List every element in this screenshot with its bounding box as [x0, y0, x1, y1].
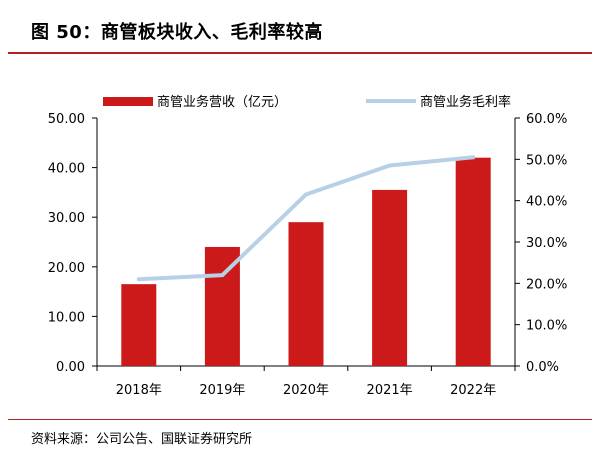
source-divider	[8, 419, 592, 420]
axes: 0.00 10.00 20.00 30.00 40.00 50.00 0.0% 10.0% 20…	[48, 112, 568, 375]
margin-point	[304, 192, 308, 197]
right-axis-tick-label: 30.0%	[526, 236, 567, 251]
source-note: 资料来源：公司公告、国联证券研究所	[31, 432, 253, 447]
category-label: 2022年	[450, 383, 496, 398]
category-labels: 2018年 2019年 2020年 2021年 2022年	[116, 383, 496, 398]
left-axis-tick-label: 50.00	[48, 112, 85, 127]
legend-bar-label: 商管业务营收（亿元）	[157, 94, 287, 110]
right-axis-tick-label: 10.0%	[526, 319, 567, 334]
bar	[121, 284, 157, 366]
category-label: 2018年	[116, 383, 162, 398]
right-axis-tick-label: 60.0%	[526, 112, 567, 127]
right-axis-tick-label: 40.0%	[526, 195, 567, 210]
category-label: 2019年	[199, 383, 245, 398]
legend: 商管业务营收（亿元） 商管业务毛利率	[103, 94, 511, 110]
category-label: 2020年	[283, 383, 329, 398]
legend-line-label: 商管业务毛利率	[420, 94, 511, 110]
margin-point	[471, 155, 476, 160]
left-axis-tick-label: 10.00	[48, 310, 85, 325]
margin-point	[387, 163, 392, 168]
left-axis-tick-label: 40.00	[48, 162, 85, 177]
left-axis-tick-label: 30.00	[48, 211, 85, 226]
bar	[372, 189, 408, 366]
right-axis-tick-label: 20.0%	[526, 277, 567, 292]
bar	[204, 246, 240, 366]
line-series	[136, 155, 476, 282]
bar	[455, 157, 491, 366]
bar-series	[121, 157, 491, 366]
title-divider	[8, 52, 592, 54]
margin-point	[220, 273, 225, 278]
margin-point	[136, 277, 141, 282]
left-axis-tick-label: 0.00	[56, 360, 85, 375]
right-axis-tick-label: 0.0%	[526, 360, 559, 375]
right-axis-tick-label: 50.0%	[526, 153, 567, 168]
category-label: 2021年	[367, 383, 413, 398]
bar	[288, 222, 324, 366]
legend-bar-swatch	[103, 97, 153, 106]
left-axis-tick-label: 20.00	[48, 261, 85, 276]
figure-title: 图 50：商管板块收入、毛利率较高	[31, 22, 323, 43]
